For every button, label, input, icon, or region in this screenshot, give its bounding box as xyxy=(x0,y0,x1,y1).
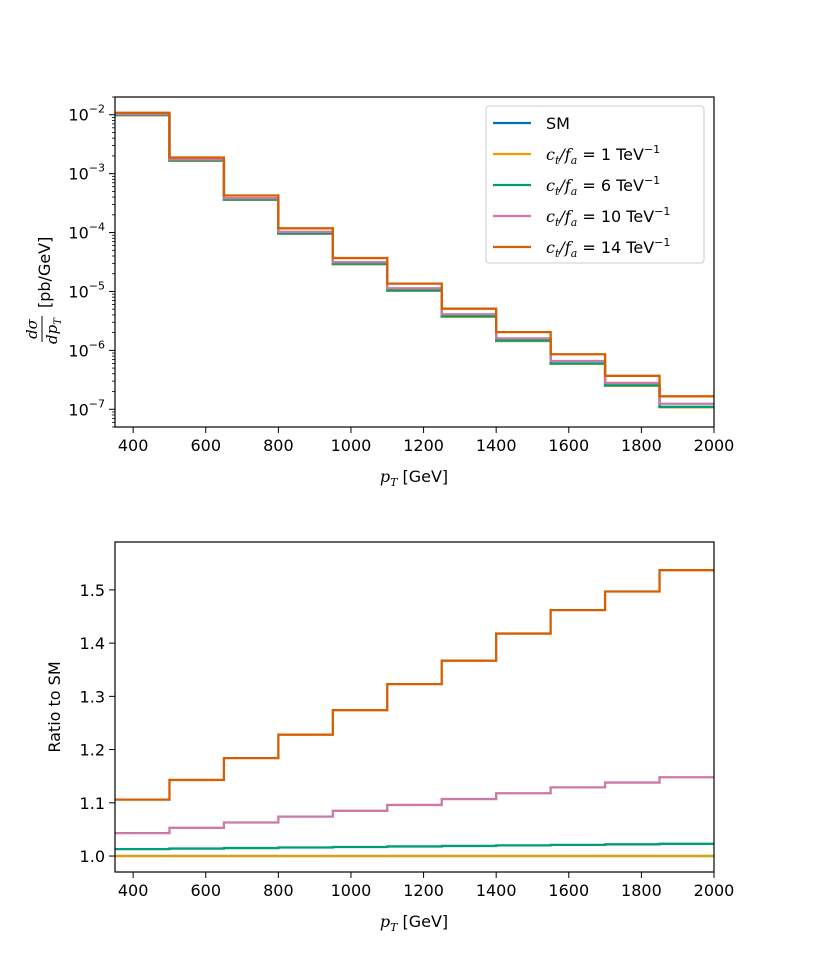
top-xtick-label: 1800 xyxy=(621,436,662,455)
top-axes-frame xyxy=(114,96,715,428)
bottom-ytick-label: 1.0 xyxy=(80,847,105,866)
bottom-series-ct-fa-6 xyxy=(115,842,714,851)
top-ylabel-fraction-den: dpT xyxy=(43,317,64,344)
top-ylabel-fraction-num: dσ xyxy=(23,318,41,339)
bottom-xtick-label: 600 xyxy=(190,881,221,900)
top-series-ct-fa-14 xyxy=(115,111,714,398)
bottom-ytick-label: 1.4 xyxy=(80,634,105,653)
bottom-xtick-label: 1000 xyxy=(331,881,372,900)
bottom-series-ct-fa-10 xyxy=(115,776,714,835)
bottom-panel-ratio: 400 600 800 1000 1200 1400 1600 1800 2000 1.0 1.1 1… xyxy=(45,541,735,934)
top-ytick-label: 10−2 xyxy=(68,103,105,125)
top-xtick-label: 400 xyxy=(118,436,149,455)
top-xtick-label: 800 xyxy=(263,436,294,455)
bottom-xtick-label: 1600 xyxy=(548,881,589,900)
legend-label-ct-fa-6: ct/fa = 6 TeV−1 xyxy=(546,174,660,198)
bottom-ytick-label: 1.2 xyxy=(80,741,105,760)
top-ytick-label: 10−7 xyxy=(68,397,105,419)
top-series-group xyxy=(115,111,714,409)
legend: SM ct/fa = 1 TeV−1 ct/fa = 6 TeV−1 ct/fa = … xyxy=(485,105,705,264)
top-ylabel: dσ dpT [pb/GeV] xyxy=(23,237,64,344)
top-ytick-label: 10−3 xyxy=(68,162,105,184)
bottom-xtick-label: 1200 xyxy=(403,881,444,900)
top-ytick-label: 10−5 xyxy=(68,279,105,301)
legend-box xyxy=(485,105,705,264)
bottom-xtick-label: 800 xyxy=(263,881,294,900)
top-ylabel-unit: [pb/GeV] xyxy=(35,237,54,308)
top-xtick-label: 1600 xyxy=(548,436,589,455)
top-xtick-label: 2000 xyxy=(694,436,735,455)
bottom-axes-ticks: 400 600 800 1000 1200 1400 1600 1800 2000 1.0 1.1 1… xyxy=(80,581,735,900)
bottom-ytick-label: 1.5 xyxy=(80,581,105,600)
top-ytick-label: 10−6 xyxy=(68,338,105,360)
bottom-series-group xyxy=(115,569,714,858)
bottom-ylabel: Ratio to SM xyxy=(45,661,64,752)
bottom-xtick-label: 400 xyxy=(118,881,149,900)
bottom-xtick-label: 1400 xyxy=(476,881,517,900)
bottom-xtick-label: 1800 xyxy=(621,881,662,900)
top-xtick-label: 1400 xyxy=(476,436,517,455)
bottom-xlabel: pT [GeV] xyxy=(380,912,448,934)
top-xtick-label: 1200 xyxy=(403,436,444,455)
top-xtick-label: 600 xyxy=(190,436,221,455)
top-xlabel: pT [GeV] xyxy=(380,467,448,489)
top-ytick-label: 10−4 xyxy=(68,221,105,243)
legend-label-ct-fa-1: ct/fa = 1 TeV−1 xyxy=(546,143,660,167)
bottom-series-ct-fa-14 xyxy=(115,569,714,801)
top-axes-ticks: 400 600 800 1000 1200 1400 1600 1800 2000 10−2 10−… xyxy=(68,96,735,455)
bottom-xtick-label: 2000 xyxy=(694,881,735,900)
bottom-ytick-label: 1.1 xyxy=(80,794,105,813)
legend-label-sm: SM xyxy=(546,114,570,133)
top-xtick-label: 1000 xyxy=(331,436,372,455)
legend-label-ct-fa-14: ct/fa = 14 TeV−1 xyxy=(546,236,670,260)
bottom-ytick-label: 1.3 xyxy=(80,687,105,706)
top-panel-cross-section: 400 600 800 1000 1200 1400 1600 1800 2000 10−2 10−… xyxy=(23,96,735,489)
bottom-axes-frame xyxy=(114,541,715,873)
legend-label-ct-fa-10: ct/fa = 10 TeV−1 xyxy=(546,205,670,229)
